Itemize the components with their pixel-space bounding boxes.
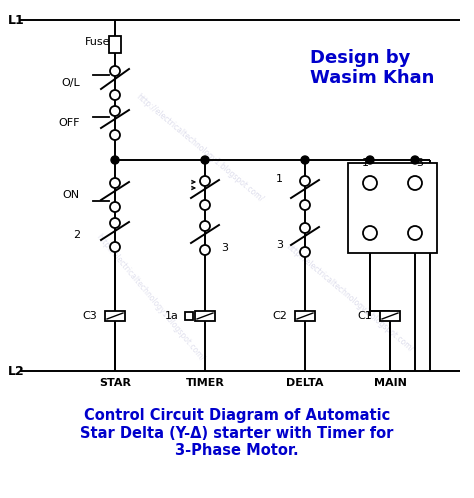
Circle shape: [110, 106, 120, 116]
Text: http://electricaltechnology1.blogspot.com/: http://electricaltechnology1.blogspot.co…: [94, 233, 206, 364]
Text: Fuse: Fuse: [85, 36, 110, 46]
Circle shape: [110, 242, 120, 252]
Bar: [348, 163, 437, 253]
Text: 3: 3: [417, 158, 423, 168]
Text: 1: 1: [276, 174, 283, 184]
Text: DELTA: DELTA: [286, 378, 324, 388]
Text: L2: L2: [8, 365, 25, 377]
Text: ON: ON: [63, 190, 80, 200]
Circle shape: [110, 90, 120, 100]
Text: http://electricaltechnology1.blogspot.com/: http://electricaltechnology1.blogspot.co…: [135, 92, 265, 204]
Bar: [109, 36, 121, 53]
Circle shape: [366, 156, 374, 164]
Circle shape: [110, 66, 120, 76]
Text: STAR: STAR: [99, 378, 131, 388]
Circle shape: [111, 156, 119, 164]
Text: 3: 3: [276, 240, 283, 250]
Circle shape: [110, 130, 120, 140]
Text: C3: C3: [82, 311, 97, 321]
Text: C1: C1: [357, 311, 372, 321]
Text: TIMER: TIMER: [185, 378, 224, 388]
Bar: [195, 311, 215, 321]
Circle shape: [110, 202, 120, 212]
Circle shape: [201, 156, 209, 164]
Circle shape: [110, 218, 120, 228]
Text: O/L: O/L: [61, 78, 80, 88]
Text: L1: L1: [8, 13, 25, 26]
Circle shape: [408, 176, 422, 190]
Circle shape: [110, 178, 120, 188]
Circle shape: [301, 156, 309, 164]
Text: 2: 2: [73, 230, 80, 240]
Circle shape: [300, 223, 310, 233]
Circle shape: [200, 176, 210, 186]
Circle shape: [363, 176, 377, 190]
Bar: [295, 311, 315, 321]
Circle shape: [408, 226, 422, 240]
Text: 1a: 1a: [165, 311, 179, 321]
Circle shape: [200, 245, 210, 255]
Circle shape: [200, 221, 210, 231]
Text: http://electricaltechnology1.blogspot.com/: http://electricaltechnology1.blogspot.co…: [284, 242, 415, 354]
Text: OFF: OFF: [58, 118, 80, 128]
Bar: [185, 312, 193, 320]
Bar: [105, 311, 125, 321]
Text: C2: C2: [272, 311, 287, 321]
Circle shape: [300, 176, 310, 186]
Circle shape: [300, 247, 310, 257]
Text: Design by
Wasim Khan: Design by Wasim Khan: [310, 49, 434, 88]
Bar: [380, 311, 400, 321]
Text: 1: 1: [362, 158, 368, 168]
Text: MAIN: MAIN: [374, 378, 406, 388]
Text: Control Circuit Diagram of Automatic
Star Delta (Y-Δ) starter with Timer for
3-P: Control Circuit Diagram of Automatic Sta…: [80, 408, 394, 458]
Circle shape: [300, 200, 310, 210]
Text: 3: 3: [221, 243, 228, 253]
Circle shape: [411, 156, 419, 164]
Circle shape: [200, 200, 210, 210]
Circle shape: [363, 226, 377, 240]
